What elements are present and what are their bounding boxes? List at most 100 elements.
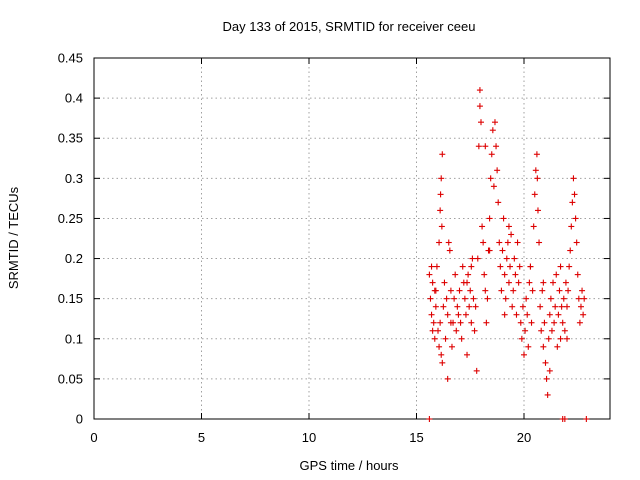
data-point [515, 279, 522, 286]
data-point [429, 279, 436, 286]
data-point [476, 87, 483, 94]
plot-frame [93, 57, 611, 420]
data-point [552, 303, 559, 310]
data-point [567, 247, 574, 254]
data-point [473, 367, 480, 374]
data-point [580, 311, 587, 318]
data-point [475, 143, 482, 150]
data-point [541, 319, 548, 326]
data-point [496, 239, 503, 246]
data-point [459, 263, 466, 270]
y-tick-label: 0.45 [58, 51, 83, 66]
data-point [503, 255, 510, 262]
data-point [482, 287, 489, 294]
data-point [461, 295, 468, 302]
y-tick-label: 0 [76, 412, 83, 427]
data-point [431, 335, 438, 342]
x-tick-label: 15 [409, 430, 423, 445]
data-point [498, 287, 505, 294]
data-point [453, 327, 460, 334]
data-point [569, 199, 576, 206]
data-point [436, 343, 443, 350]
data-point [572, 215, 579, 222]
data-point [571, 191, 578, 198]
x-tick-label: 0 [90, 430, 97, 445]
data-point [489, 127, 496, 134]
data-point [525, 343, 532, 350]
data-point [507, 263, 514, 270]
data-point [472, 303, 479, 310]
data-point [488, 151, 495, 158]
data-point [517, 319, 524, 326]
data-point [486, 247, 493, 254]
data-point [505, 223, 512, 230]
data-point [499, 247, 506, 254]
data-point [440, 303, 447, 310]
data-point [497, 263, 504, 270]
data-points [426, 87, 590, 422]
data-point [559, 319, 566, 326]
data-point [568, 223, 575, 230]
data-point [531, 191, 538, 198]
data-point [447, 319, 454, 326]
data-point [529, 287, 536, 294]
data-point [557, 335, 564, 342]
data-point [479, 223, 486, 230]
data-point [505, 279, 512, 286]
data-point [561, 327, 568, 334]
data-point [438, 351, 445, 358]
data-point [558, 303, 565, 310]
data-point [428, 263, 435, 270]
x-tick-label: 20 [517, 430, 531, 445]
data-point [478, 119, 484, 126]
data-point [438, 223, 445, 230]
data-point [573, 239, 580, 246]
grid-lines [94, 58, 610, 419]
data-point [526, 279, 533, 286]
data-point [464, 279, 471, 286]
data-point [445, 239, 452, 246]
data-point [546, 367, 553, 374]
data-point [527, 263, 534, 270]
data-point [545, 335, 552, 342]
data-point [510, 287, 517, 294]
data-point [562, 279, 569, 286]
data-point [467, 287, 474, 294]
data-point [577, 303, 584, 310]
data-point [428, 311, 435, 318]
data-point [539, 287, 546, 294]
data-point [491, 119, 498, 126]
data-point [437, 207, 444, 214]
data-point [432, 303, 439, 310]
data-point [474, 255, 481, 262]
data-point [495, 199, 502, 206]
data-point [583, 416, 590, 422]
data-point [464, 351, 471, 358]
data-point [519, 303, 526, 310]
data-point [512, 271, 519, 278]
data-point [439, 359, 446, 366]
data-point [540, 279, 547, 286]
data-point [470, 295, 477, 302]
data-point [565, 287, 572, 294]
data-point [468, 263, 475, 270]
data-point [451, 295, 458, 302]
data-point [579, 287, 586, 294]
data-point [439, 151, 446, 158]
data-point [564, 335, 570, 342]
chart-title: Day 133 of 2015, SRMTID for receiver cee… [223, 19, 476, 34]
data-point [509, 303, 516, 310]
data-point [550, 279, 557, 286]
y-tick-label: 0.35 [58, 131, 83, 146]
data-point [482, 143, 489, 150]
x-tick-label: 10 [302, 430, 316, 445]
data-point [487, 175, 494, 182]
data-point [444, 375, 451, 382]
data-point [555, 311, 562, 318]
x-axis-label: GPS time / hours [300, 458, 399, 473]
data-point [543, 375, 550, 382]
data-point [452, 271, 459, 278]
data-point [480, 239, 487, 246]
data-point [501, 271, 508, 278]
